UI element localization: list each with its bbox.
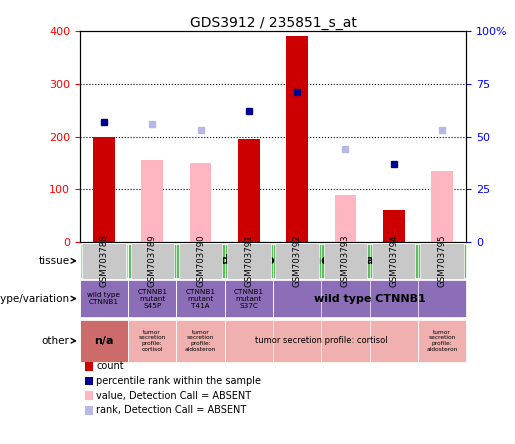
Text: value, Detection Call = ABSENT: value, Detection Call = ABSENT — [96, 391, 251, 400]
Text: GSM703792: GSM703792 — [293, 234, 302, 287]
Text: GSM703791: GSM703791 — [244, 234, 253, 287]
Title: GDS3912 / 235851_s_at: GDS3912 / 235851_s_at — [190, 16, 356, 30]
Text: CTNNB1
mutant
S45P: CTNNB1 mutant S45P — [137, 289, 167, 309]
Bar — [142, 160, 163, 242]
Text: CTNNB1
mutant
S37C: CTNNB1 mutant S37C — [234, 289, 264, 309]
Text: percentile rank within the sample: percentile rank within the sample — [96, 376, 261, 386]
FancyBboxPatch shape — [176, 320, 225, 362]
Text: CTNNB1
mutant
T41A: CTNNB1 mutant T41A — [185, 289, 216, 309]
Bar — [85, 406, 93, 415]
Bar — [238, 139, 260, 242]
FancyBboxPatch shape — [176, 280, 225, 317]
FancyBboxPatch shape — [276, 243, 319, 279]
Text: n/a: n/a — [94, 336, 114, 346]
Text: tumor
secretion
profile:
aldosteron: tumor secretion profile: aldosteron — [426, 329, 457, 352]
Text: GSM703794: GSM703794 — [389, 234, 398, 287]
FancyBboxPatch shape — [128, 280, 176, 317]
Text: normal
adrenal
glands: normal adrenal glands — [89, 246, 118, 276]
FancyBboxPatch shape — [418, 320, 466, 362]
Bar — [286, 36, 308, 242]
Bar — [383, 210, 404, 242]
FancyBboxPatch shape — [273, 280, 466, 317]
Text: GSM703790: GSM703790 — [196, 234, 205, 287]
Text: tissue: tissue — [39, 256, 70, 266]
FancyBboxPatch shape — [130, 243, 174, 279]
Text: GSM703788: GSM703788 — [99, 234, 109, 287]
Text: wild type
CTNNB1: wild type CTNNB1 — [88, 292, 121, 305]
FancyBboxPatch shape — [225, 280, 273, 317]
FancyBboxPatch shape — [82, 243, 126, 279]
FancyBboxPatch shape — [420, 243, 464, 279]
FancyBboxPatch shape — [227, 243, 270, 279]
FancyBboxPatch shape — [128, 320, 176, 362]
FancyBboxPatch shape — [80, 320, 128, 362]
Bar — [431, 171, 453, 242]
Text: GSM703789: GSM703789 — [148, 234, 157, 287]
Bar — [85, 377, 93, 385]
FancyBboxPatch shape — [128, 244, 466, 278]
FancyBboxPatch shape — [323, 243, 367, 279]
Bar — [190, 163, 211, 242]
FancyBboxPatch shape — [372, 243, 416, 279]
Text: tumor
secretion
profile:
cortisol: tumor secretion profile: cortisol — [139, 329, 166, 352]
Bar — [85, 362, 93, 371]
FancyBboxPatch shape — [225, 320, 418, 362]
Bar — [93, 137, 115, 242]
Text: tumor
secretion
profile:
aldosteron: tumor secretion profile: aldosteron — [185, 329, 216, 352]
Bar — [85, 391, 93, 400]
Text: genotype/variation: genotype/variation — [0, 293, 70, 304]
Text: GSM703793: GSM703793 — [341, 234, 350, 287]
Text: tumor secretion profile: cortisol: tumor secretion profile: cortisol — [255, 336, 388, 345]
Text: other: other — [42, 336, 70, 346]
FancyBboxPatch shape — [80, 280, 128, 317]
Text: adrenocortical adenomas: adrenocortical adenomas — [213, 254, 381, 267]
Text: rank, Detection Call = ABSENT: rank, Detection Call = ABSENT — [96, 405, 247, 415]
Text: GSM703795: GSM703795 — [437, 234, 447, 287]
Text: count: count — [96, 361, 124, 371]
FancyBboxPatch shape — [179, 243, 222, 279]
FancyBboxPatch shape — [80, 244, 128, 278]
Text: wild type CTNNB1: wild type CTNNB1 — [314, 293, 425, 304]
Bar — [335, 194, 356, 242]
